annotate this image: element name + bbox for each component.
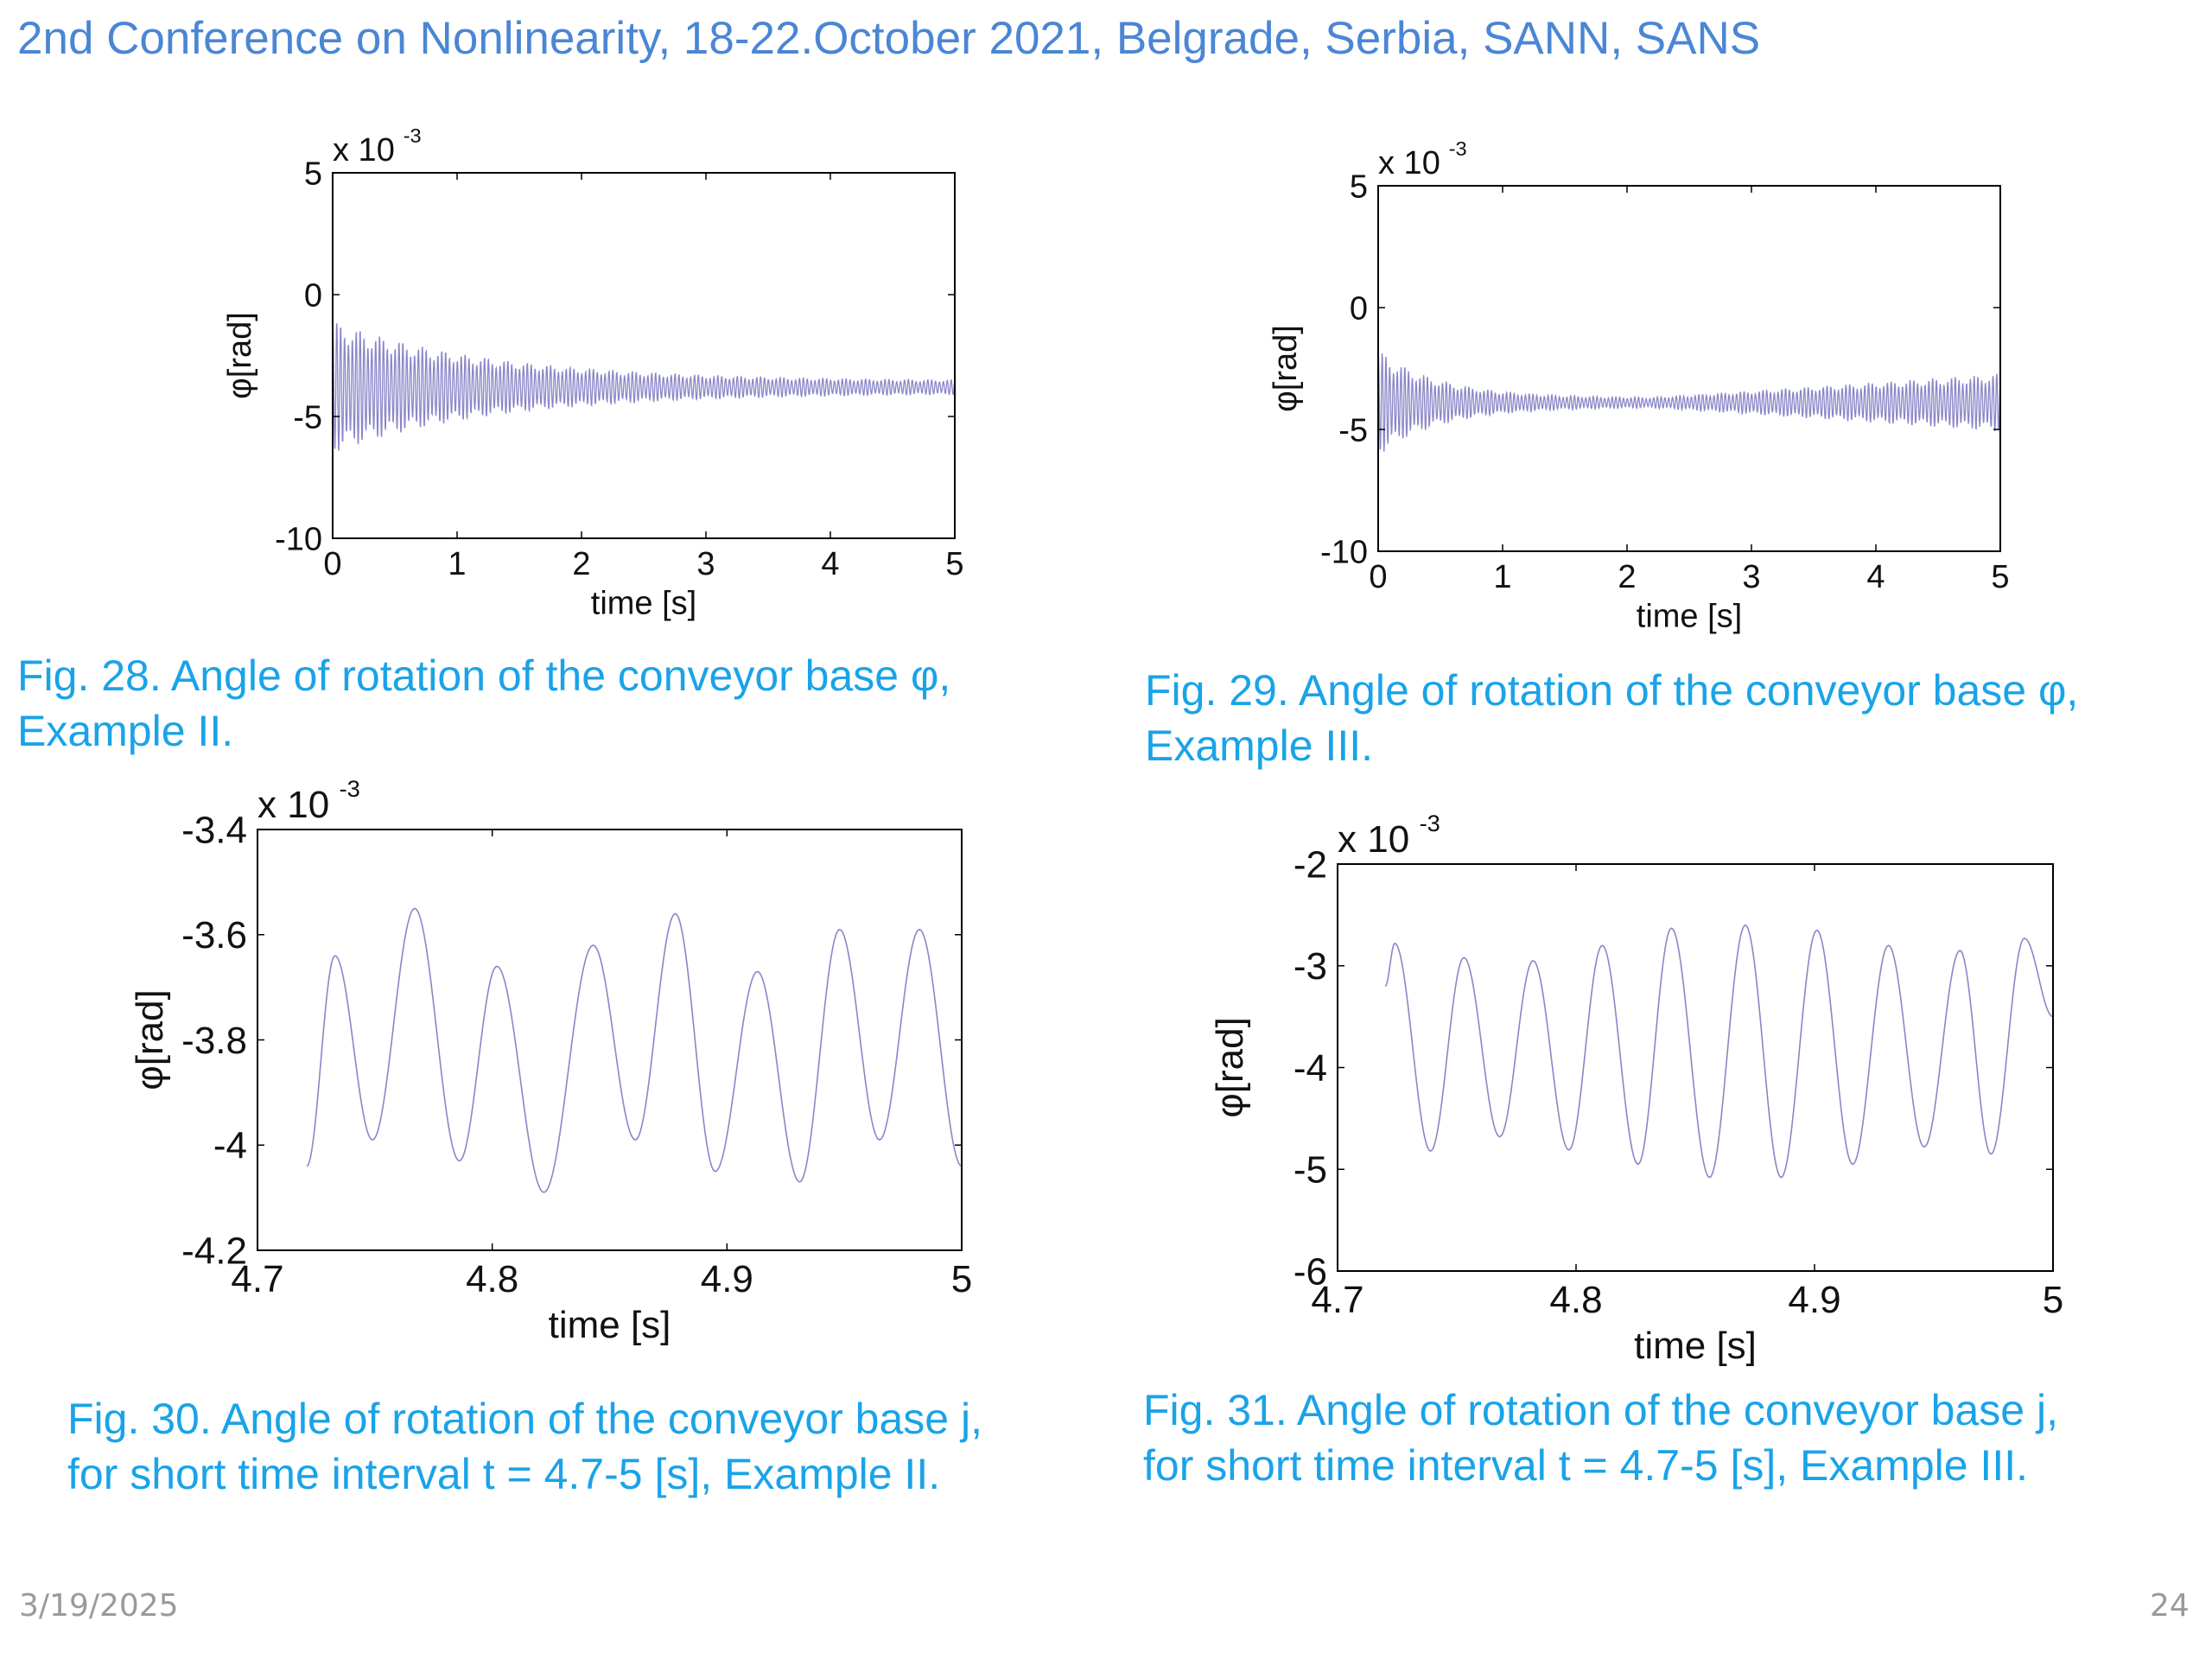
- x-tick-label: 4.8: [1549, 1279, 1602, 1321]
- chart-fig-28: 0 1 2 3 4 5 -10 -5 0 5 time [s] φ[rad] x 10 -3: [222, 124, 964, 621]
- x-axis-label: time [s]: [1637, 598, 1742, 634]
- x-tick-label: 4.9: [1788, 1279, 1840, 1321]
- plot-fig-31: 4.7 4.8 4.9 5 -6 -5 -4 -3 -2 time [s] φ[rad] x 10 -3: [1209, 795, 2074, 1391]
- plot-fig-30: 4.7 4.8 4.9 5 -4.2 -4 -3.8 -3.6 -3.4 time [s] φ[ra…: [85, 760, 975, 1382]
- y-tick-label: -5: [293, 399, 322, 435]
- caption-fig-31: Fig. 31. Angle of rotation of the convey…: [1143, 1382, 2206, 1493]
- y-tick-label: -6: [1294, 1250, 1327, 1293]
- axes-frame: [332, 172, 956, 539]
- series-line: [332, 323, 956, 451]
- x-tick-label: 4.9: [701, 1258, 753, 1300]
- series-line: [1377, 353, 2001, 452]
- multiplier-base: x 10: [333, 132, 395, 168]
- x-tick-label: 3: [696, 546, 715, 582]
- caption-fig-30-line1: Fig. 30. Angle of rotation of the convey…: [67, 1395, 982, 1443]
- y-tick-label: -10: [275, 521, 322, 557]
- y-tick-label: -3.8: [181, 1020, 247, 1062]
- y-tick-label: -3.4: [181, 809, 247, 851]
- multiplier-exponent: -3: [404, 124, 422, 147]
- x-axis-label: time [s]: [591, 585, 696, 621]
- y-tick-label: -4.2: [181, 1230, 247, 1272]
- multiplier-base: x 10: [257, 784, 329, 826]
- x-tick-label: 1: [448, 546, 466, 582]
- x-axis-label: time [s]: [1634, 1325, 1757, 1367]
- y-tick-label: 5: [304, 156, 322, 192]
- x-tick-label: 4: [821, 546, 839, 582]
- caption-fig-28-line2: Example II.: [17, 707, 234, 755]
- caption-fig-29-line2: Example III.: [1145, 721, 1373, 770]
- multiplier-base: x 10: [1378, 145, 1440, 181]
- plot-fig-28: 0 1 2 3 4 5 -10 -5 0 5 time [s] φ[rad] x 10 -3: [203, 112, 1102, 644]
- x-tick-label: 3: [1742, 559, 1760, 595]
- slide-date: 3/19/2025: [19, 1588, 179, 1624]
- x-tick-label: 5: [2043, 1279, 2063, 1321]
- x-tick-label: 4: [1866, 559, 1885, 595]
- caption-fig-30: Fig. 30. Angle of rotation of the convey…: [67, 1391, 1104, 1502]
- caption-fig-31-line1: Fig. 31. Angle of rotation of the convey…: [1143, 1386, 2058, 1434]
- caption-fig-28-line1: Fig. 28. Angle of rotation of the convey…: [17, 652, 951, 700]
- y-axis-label: φ[rad]: [1268, 325, 1304, 412]
- y-tick-label: -5: [1294, 1149, 1327, 1192]
- x-tick-label: 4.7: [1311, 1279, 1363, 1321]
- chart-fig-29: 0 1 2 3 4 5 -10 -5 0 5 time [s] φ[rad] x 10 -3: [1268, 137, 2010, 634]
- x-tick-label: 5: [945, 546, 963, 582]
- x-tick-label: 2: [1618, 559, 1636, 595]
- y-tick-label: -4: [1294, 1047, 1327, 1090]
- caption-fig-28: Fig. 28. Angle of rotation of the convey…: [17, 648, 1089, 759]
- series-line: [306, 907, 963, 1193]
- y-tick-label: -3: [1294, 945, 1327, 988]
- axes-frame: [1337, 863, 2054, 1272]
- series-line: [1384, 924, 2054, 1179]
- plot-fig-29: 0 1 2 3 4 5 -10 -5 0 5 time [s] φ[rad] x 10 -3: [1244, 125, 2117, 652]
- x-tick-label: 2: [572, 546, 590, 582]
- caption-fig-29-line1: Fig. 29. Angle of rotation of the convey…: [1145, 666, 2079, 715]
- y-tick-label: -4: [213, 1125, 247, 1167]
- y-tick-label: -3.6: [181, 914, 247, 957]
- y-tick-label: -10: [1320, 534, 1368, 570]
- chart-fig-30: 4.7 4.8 4.9 5 -4.2 -4 -3.8 -3.6 -3.4 time [s] φ[ra…: [129, 775, 972, 1346]
- axes-frame: [1377, 185, 2001, 552]
- y-tick-label: 0: [304, 277, 322, 314]
- multiplier-base: x 10: [1338, 818, 1409, 861]
- multiplier-exponent: -3: [1449, 137, 1467, 160]
- multiplier-exponent: -3: [1420, 810, 1440, 836]
- x-axis-label: time [s]: [549, 1304, 671, 1346]
- slide-page-number: 24: [2150, 1588, 2190, 1624]
- x-tick-label: 5: [1991, 559, 2009, 595]
- y-tick-label: -5: [1338, 412, 1368, 448]
- y-tick-label: -2: [1294, 843, 1327, 886]
- chart-fig-31: 4.7 4.8 4.9 5 -6 -5 -4 -3 -2 time [s] φ[rad] x 10 -3: [1209, 810, 2063, 1367]
- x-tick-label: 4.7: [231, 1258, 283, 1300]
- y-axis-label: φ[rad]: [1209, 1017, 1251, 1118]
- x-tick-label: 0: [1369, 559, 1387, 595]
- y-tick-label: 5: [1350, 168, 1368, 205]
- caption-fig-29: Fig. 29. Angle of rotation of the convey…: [1145, 663, 2208, 773]
- y-axis-label: φ[rad]: [222, 312, 258, 399]
- x-tick-label: 1: [1493, 559, 1511, 595]
- slide-title: 2nd Conference on Nonlinearity, 18-22.Oc…: [17, 13, 1761, 64]
- caption-fig-31-line2: for short time interval t = 4.7-5 [s], E…: [1143, 1441, 2028, 1490]
- caption-fig-30-line2: for short time interval t = 4.7-5 [s], E…: [67, 1450, 941, 1498]
- x-tick-label: 5: [951, 1258, 972, 1300]
- axes-frame: [257, 829, 963, 1251]
- x-tick-label: 4.8: [466, 1258, 518, 1300]
- y-tick-label: 0: [1350, 290, 1368, 327]
- x-tick-label: 0: [323, 546, 341, 582]
- y-axis-label: φ[rad]: [129, 989, 171, 1090]
- multiplier-exponent: -3: [340, 775, 360, 802]
